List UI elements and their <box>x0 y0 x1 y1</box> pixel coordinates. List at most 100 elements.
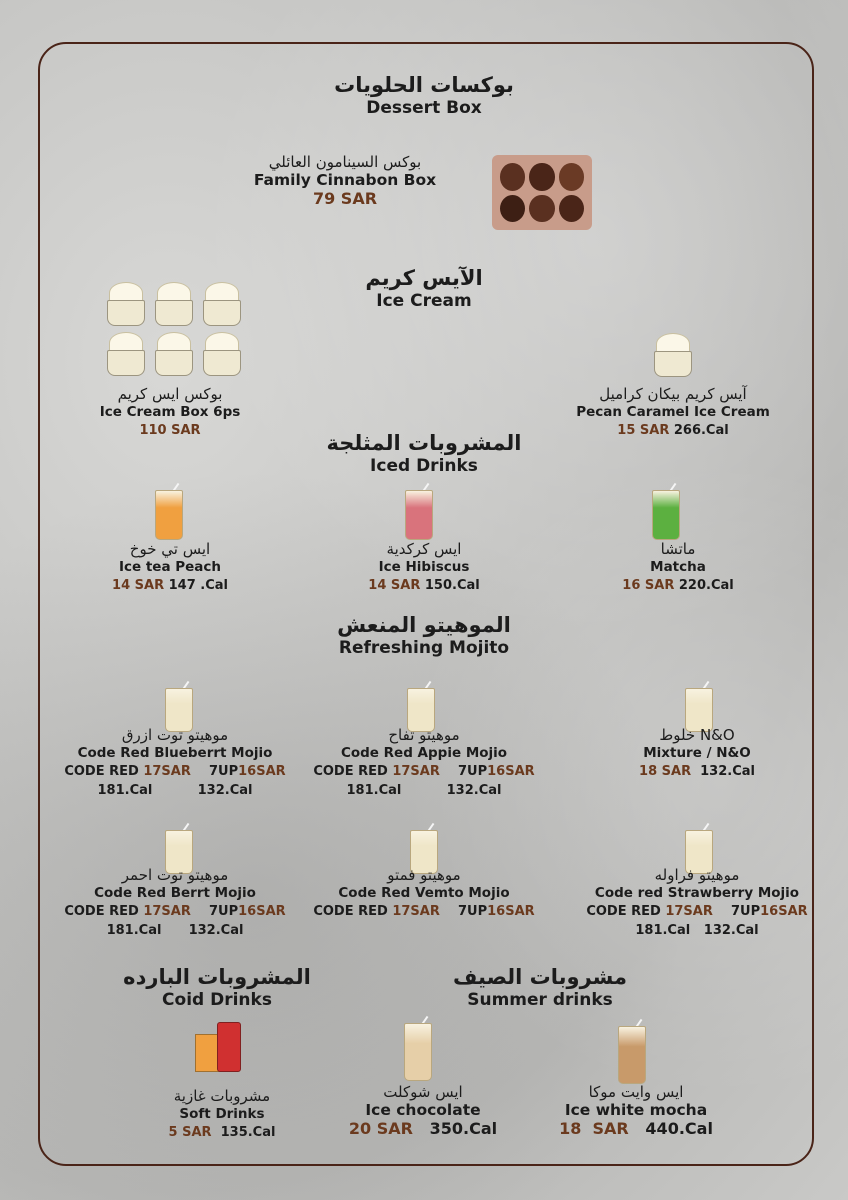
item-info: 150.Cal <box>424 578 480 593</box>
item-price: 20 SAR <box>348 1119 419 1138</box>
item-price-line: 15 SAR 266.Cal <box>576 421 770 440</box>
item-price-line: CODE RED 17SAR 7UP16SAR <box>64 902 285 921</box>
item-info: 7UP <box>195 764 239 779</box>
matcha-glass-icon <box>652 482 682 540</box>
item-info: 181.Cal <box>635 923 691 938</box>
item-price: 14 SAR <box>112 578 169 593</box>
item-price: 79 SAR <box>312 189 378 208</box>
item-name-ar: ايس وايت موكا <box>588 1083 684 1101</box>
item-price: 15 SAR <box>617 423 674 438</box>
item-name-en: Ice tea Peach <box>118 559 222 575</box>
item-info: CODE RED <box>64 904 144 919</box>
menu-item-family-cinnabon-box: بوكس السينامون العائلي Family Cinnabon Bo… <box>254 153 436 208</box>
menu-item-matcha: ماتشا Matcha 16 SAR 220.Cal <box>622 540 733 595</box>
item-price: 17SAR <box>392 904 445 919</box>
section-title-en: Ice Cream <box>376 291 472 311</box>
section-title-ar: الآيس كريم <box>365 266 483 290</box>
item-info: CODE RED <box>586 904 666 919</box>
menu-item-pecan-caramel: آيس كريم بيكان كراميل Pecan Caramel Ice C… <box>576 385 770 440</box>
menu-item-mixture-no: خلوط N&O Mixture / N&O 18 SAR 132.Cal <box>639 726 755 781</box>
item-info: CODE RED <box>313 764 393 779</box>
menu-item-ice-cream-box: بوكس ايس كريم Ice Cream Box 6ps 110 SAR <box>100 385 241 440</box>
peach-tea-glass-icon <box>155 482 185 540</box>
item-price: 17SAR <box>143 904 196 919</box>
item-info: 132.Cal <box>161 923 244 938</box>
item-info: 7UP <box>717 904 761 919</box>
item-name-en: Code Red Blueberrt Mojio <box>77 745 273 761</box>
ice-cream-cup-icon <box>652 333 698 377</box>
item-name-ar: ايس شوكلت <box>383 1083 463 1101</box>
item-price-line: 14 SAR 147 .Cal <box>112 576 228 595</box>
item-info: 220.Cal <box>678 578 734 593</box>
item-price: 14 SAR <box>368 578 425 593</box>
item-price: 16SAR <box>238 904 286 919</box>
menu-item-berry-mojito: موهيتو توت احمر Code Red Berrt Mojio CODE … <box>64 866 285 940</box>
item-info: 7UP <box>444 764 488 779</box>
menu-item-blueberry-mojito: موهيتو توت ازرق Code Red Blueberrt Mojio C… <box>64 726 285 800</box>
item-price-line: CODE RED 17SAR 7UP16SAR <box>313 902 534 921</box>
item-info: 181.Cal <box>346 783 402 798</box>
item-name-ar: موهيتو فمتو <box>387 866 461 884</box>
item-name-ar: مشروبات غازية <box>173 1087 271 1105</box>
section-title-ar: المشروبات المثلجة <box>326 431 522 455</box>
item-name-en: Pecan Caramel Ice Cream <box>576 404 770 420</box>
item-price: 16SAR <box>760 904 808 919</box>
item-price: 16SAR <box>487 904 535 919</box>
item-price: 16SAR <box>238 764 286 779</box>
item-name-en: Soft Drinks <box>179 1106 265 1122</box>
item-info: 181.Cal <box>106 923 162 938</box>
item-price: 17SAR <box>665 904 718 919</box>
item-name-ar: موهيتو فراوله <box>654 866 740 884</box>
item-name-en: Code red Strawberry Mojio <box>594 885 800 901</box>
mojito-glass-icon <box>165 680 195 732</box>
menu-item-ice-white-mocha: ايس وايت موكا Ice white mocha 18 SAR 440.C… <box>559 1083 713 1138</box>
mojito-glass-icon <box>407 680 437 732</box>
item-name-ar: بوكس ايس كريم <box>117 385 223 403</box>
item-price-line: 20 SAR 350.Cal <box>349 1119 497 1138</box>
item-price-line: 79 SAR <box>254 189 436 208</box>
item-price: 5 SAR <box>168 1125 217 1140</box>
item-price-line: 181.Cal 132.Cal <box>313 781 534 800</box>
item-name-en: Mixture / N&O <box>643 745 751 761</box>
menu-item-apple-mojito: موهيتو تفاح Code Red Appie Mojio CODE RED … <box>313 726 534 800</box>
item-info: 132.Cal <box>401 783 502 798</box>
item-name-en: Ice white mocha <box>564 1101 708 1119</box>
item-info: 132.Cal <box>690 923 759 938</box>
item-price-line: 18 SAR 440.Cal <box>559 1119 713 1138</box>
hibiscus-glass-icon <box>405 482 435 540</box>
item-info: 350.Cal <box>418 1119 498 1138</box>
item-info: 7UP <box>195 904 239 919</box>
item-info: CODE RED <box>313 904 393 919</box>
item-info: 440.Cal <box>634 1119 713 1138</box>
item-name-en: Ice chocolate <box>365 1101 481 1119</box>
item-price: 17SAR <box>392 764 445 779</box>
item-info: 132.Cal <box>152 783 253 798</box>
menu-item-vimto-mojito: موهيتو فمتو Code Red Vemto Mojio CODE RED … <box>313 866 534 921</box>
menu-item-ice-tea-peach: ايس تي خوخ Ice tea Peach 14 SAR 147 .Cal <box>112 540 228 595</box>
item-info: 147 .Cal <box>168 578 228 593</box>
decorative-border <box>38 42 814 1166</box>
section-title-en: Iced Drinks <box>370 456 478 476</box>
section-title-en: Refreshing Mojito <box>338 638 510 658</box>
section-mojito: الموهيتو المنعش Refreshing Mojito <box>337 612 511 658</box>
item-price-line: CODE RED 17SAR 7UP16SAR <box>313 762 534 781</box>
menu-item-soft-drinks: مشروبات غازية Soft Drinks 5 SAR 135.Cal <box>169 1087 276 1142</box>
item-name-en: Code Red Berrt Mojio <box>94 885 256 901</box>
section-cold-drinks: المشروبات البارده Coid Drinks <box>123 964 311 1010</box>
section-title-en: Summer drinks <box>467 990 613 1010</box>
item-price-line: 181.Cal 132.Cal <box>64 781 285 800</box>
item-price-line: 181.Cal 132.Cal <box>64 921 285 940</box>
section-title-ar: مشروبات الصيف <box>452 965 628 989</box>
menu-item-ice-chocolate: ايس شوكلت Ice chocolate 20 SAR 350.Cal <box>349 1083 497 1138</box>
item-info: 132.Cal <box>695 764 755 779</box>
section-title-en: Dessert Box <box>366 98 482 118</box>
item-name-en: Matcha <box>650 559 706 575</box>
section-summer-drinks: مشروبات الصيف Summer drinks <box>453 964 627 1010</box>
mojito-glass-icon <box>165 822 195 874</box>
mojito-glass-icon <box>685 680 715 732</box>
section-title-ar: الموهيتو المنعش <box>337 613 511 637</box>
item-price-line: 14 SAR 150.Cal <box>368 576 479 595</box>
soda-can-icon <box>195 1020 247 1075</box>
section-title-ar: المشروبات البارده <box>123 965 311 989</box>
item-name-en: Code Red Appie Mojio <box>340 745 508 761</box>
